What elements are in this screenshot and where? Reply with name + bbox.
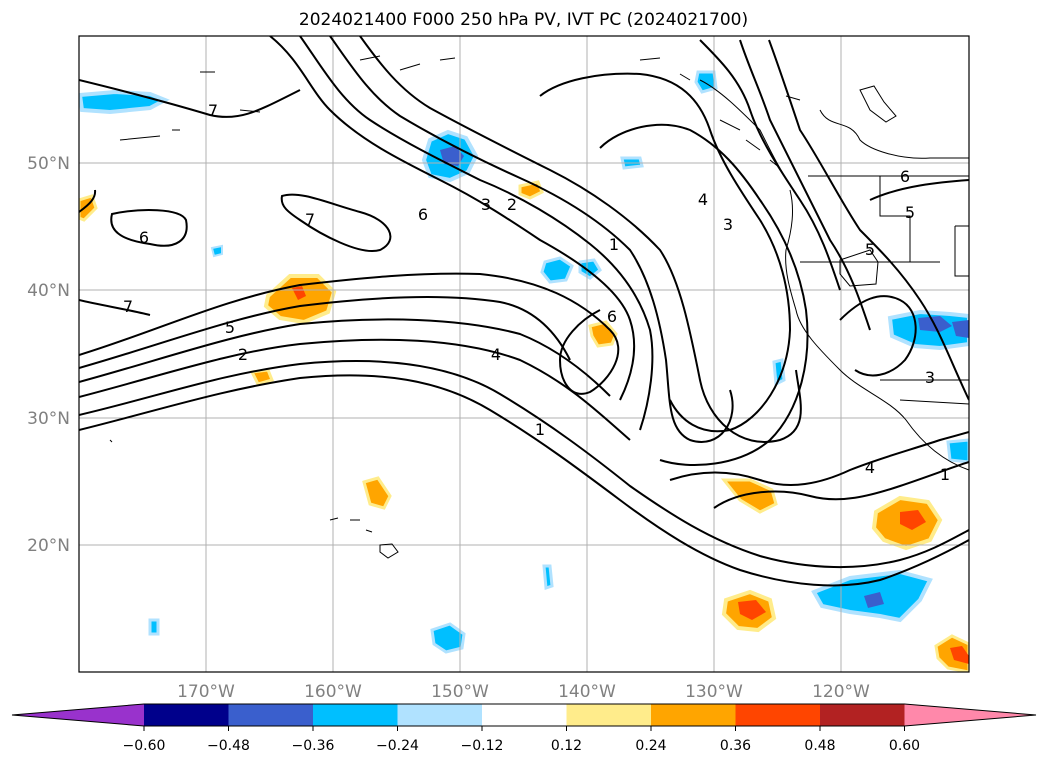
neg-anomaly-blob [210, 244, 223, 258]
lat-label: 40°N [27, 281, 70, 301]
contour-label: 6 [139, 228, 149, 247]
pv-contours [79, 36, 969, 587]
pos-anomaly-blob [362, 476, 392, 510]
lon-label: 160°W [304, 682, 362, 702]
longitude-labels: 170°W 160°W 150°W 140°W 130°W 120°W [177, 682, 870, 702]
contour-label: 6 [607, 307, 617, 326]
lon-label: 140°W [558, 682, 616, 702]
coastlines [109, 55, 969, 559]
colorbar-tick-label: 0.36 [720, 738, 751, 754]
colorbar-extension-high [904, 704, 1036, 726]
colorbar-tick-label: 0.12 [551, 738, 582, 754]
neg-anomaly-blob [946, 438, 969, 464]
neg-anomaly-blob [430, 622, 466, 654]
contour-label: 2 [507, 195, 517, 214]
contour-label: 7 [305, 210, 315, 229]
colorbar-segment [735, 704, 820, 726]
colorbar-segment [144, 704, 229, 726]
lat-label: 30°N [27, 409, 70, 429]
contour-label: 6 [418, 205, 428, 224]
colorbar-segment [651, 704, 736, 726]
colorbar-segment [820, 704, 905, 726]
neg-anomaly-blob [542, 564, 554, 591]
contour-label: 1 [940, 465, 950, 484]
colorbar: −0.60 −0.48 −0.36 −0.24 −0.12 0.12 0.24 … [11, 703, 1037, 754]
lon-label: 120°W [812, 682, 870, 702]
neg-anomaly-blob [578, 258, 602, 280]
colorbar-segment [566, 704, 651, 726]
colorbar-extension-low [12, 704, 144, 726]
contour-label: 5 [865, 240, 875, 259]
neg-anomaly-blob [540, 256, 574, 284]
colorbar-tick-label: −0.48 [207, 738, 250, 754]
colorbar-tick-label: 0.60 [889, 738, 920, 754]
colorbar-tick-label: −0.24 [376, 738, 419, 754]
lon-label: 130°W [685, 682, 743, 702]
latitude-labels: 50°N 40°N 30°N 20°N [27, 154, 70, 556]
contour-label: 3 [481, 195, 491, 214]
contour-label: 6 [900, 167, 910, 186]
shaded-anomalies [79, 70, 969, 672]
contour-label: 5 [905, 203, 915, 222]
contour-labels: 7 6 7 6 3 2 1 4 3 6 5 4 1 7 5 2 6 5 3 4 … [123, 101, 950, 484]
lat-label: 20°N [27, 536, 70, 556]
neg-anomaly-blob [694, 70, 718, 94]
lat-label: 50°N [27, 154, 70, 174]
pos-anomaly-blob [720, 478, 778, 514]
contour-label: 1 [535, 420, 545, 439]
lon-label: 150°W [431, 682, 489, 702]
colorbar-segment [397, 704, 482, 726]
colorbar-segment [228, 704, 313, 726]
contour-label: 4 [698, 190, 708, 209]
colorbar-segment [482, 704, 567, 726]
contour-label: 1 [609, 235, 619, 254]
contour-label: 7 [123, 297, 133, 316]
colorbar-tick-label: 0.24 [635, 738, 666, 754]
contour-label: 4 [865, 458, 875, 477]
neg-anomaly-blob [79, 89, 170, 115]
contour-label: 7 [208, 101, 218, 120]
contour-label: 3 [925, 368, 935, 387]
colorbar-tick-label: −0.12 [461, 738, 504, 754]
colorbar-tick-label: 0.48 [804, 738, 835, 754]
lon-label: 170°W [177, 682, 235, 702]
pos-anomaly-blob [588, 320, 618, 348]
map-title: 2024021400 F000 250 hPa PV, IVT PC (2024… [298, 10, 749, 30]
contour-label: 4 [491, 345, 501, 364]
plot-area [79, 36, 969, 672]
neg-anomaly-blob [772, 358, 786, 387]
contour-label: 2 [238, 345, 248, 364]
neg-anomaly-blob [148, 618, 160, 636]
colorbar-tick-label: −0.60 [123, 738, 166, 754]
contour-label: 3 [723, 215, 733, 234]
plot-frame [78, 35, 970, 673]
colorbar-segment [313, 704, 398, 726]
colorbar-tick-label: −0.36 [292, 738, 335, 754]
contour-label: 5 [225, 318, 235, 337]
